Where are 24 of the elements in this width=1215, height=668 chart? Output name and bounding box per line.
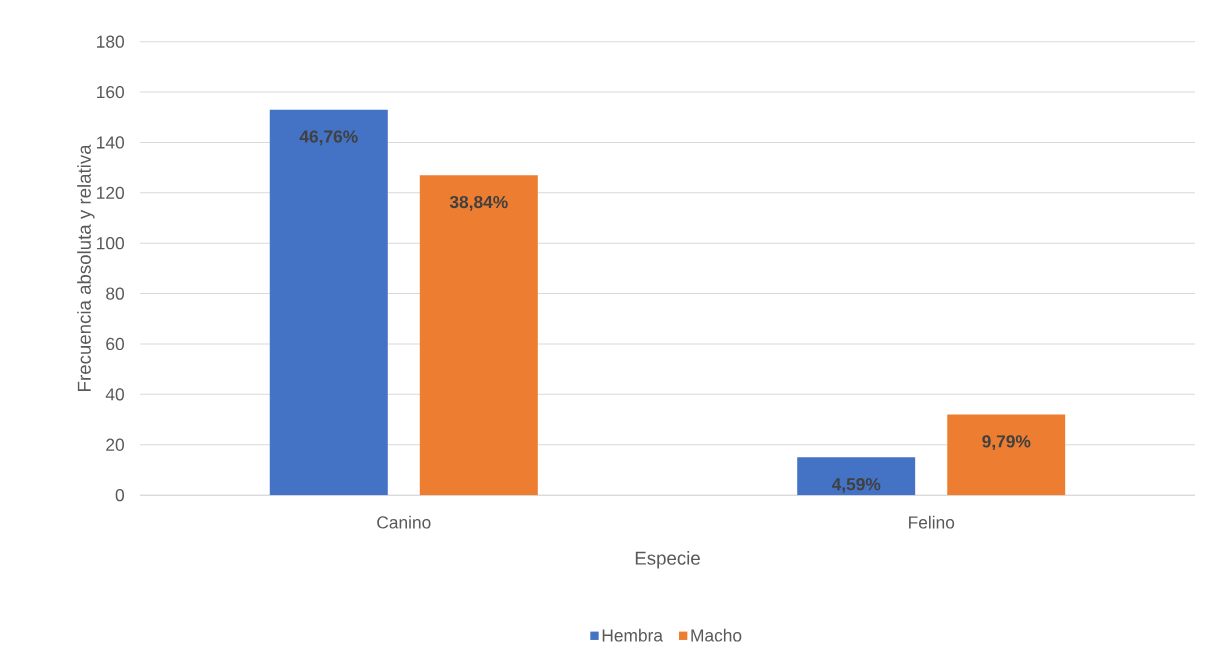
y-axis-title: Frecuencia absoluta y relativa bbox=[77, 144, 95, 391]
y-tick-label: 180 bbox=[97, 35, 124, 48]
annotation: 4,59% bbox=[831, 477, 881, 493]
x-axis-title: Especie bbox=[635, 550, 700, 569]
legend-label: Hembra bbox=[602, 628, 663, 642]
legend-label: Macho bbox=[691, 628, 742, 642]
annotation: 38,84% bbox=[449, 195, 508, 211]
y-tick-label: 40 bbox=[105, 388, 124, 401]
y-tick-label: 80 bbox=[106, 287, 124, 300]
bar bbox=[947, 414, 1066, 496]
annotation: 9,79% bbox=[982, 435, 1031, 450]
y-tick-label: 140 bbox=[97, 136, 124, 149]
bar bbox=[269, 109, 388, 496]
y-tick-label: 60 bbox=[106, 337, 124, 351]
y-tick-label: 160 bbox=[97, 85, 124, 99]
y-tick-label: 100 bbox=[97, 236, 124, 250]
y-tick-label: 20 bbox=[106, 438, 124, 451]
x-tick-label: Canino bbox=[377, 515, 431, 529]
x-tick-label: Felino bbox=[909, 515, 955, 529]
y-tick-label: 0 bbox=[115, 488, 124, 502]
annotation: 46,76% bbox=[299, 130, 358, 146]
bar bbox=[797, 457, 916, 496]
y-tick-label: 120 bbox=[97, 186, 124, 199]
bar bbox=[419, 175, 538, 496]
